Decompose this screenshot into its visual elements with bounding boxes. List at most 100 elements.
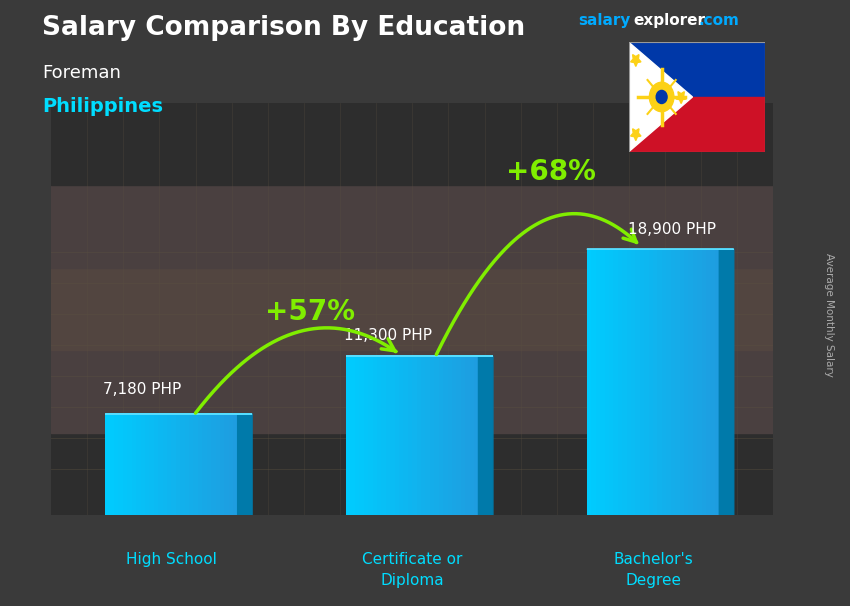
Bar (596, 249, 600, 515)
Bar (688, 249, 693, 515)
Bar (653, 249, 658, 515)
Text: Certificate or
Diploma: Certificate or Diploma (362, 552, 462, 588)
Text: 7,180 PHP: 7,180 PHP (104, 382, 182, 397)
Bar (658, 249, 662, 515)
Bar (666, 249, 671, 515)
Text: 18,900 PHP: 18,900 PHP (628, 222, 717, 238)
Bar (350, 356, 355, 515)
Bar (470, 356, 474, 515)
Bar (110, 414, 114, 515)
Bar (399, 356, 404, 515)
Bar (51, 268, 774, 350)
Bar (649, 249, 654, 515)
Polygon shape (631, 55, 641, 67)
Bar (631, 249, 636, 515)
Bar (346, 356, 351, 515)
Text: explorer: explorer (633, 13, 706, 28)
Bar (390, 356, 395, 515)
Bar (626, 249, 632, 515)
Bar (162, 414, 167, 515)
Bar (372, 356, 377, 515)
Bar (394, 356, 400, 515)
Bar (167, 414, 172, 515)
Text: +68%: +68% (506, 158, 596, 186)
Bar (216, 414, 220, 515)
Bar (198, 414, 202, 515)
Bar (600, 249, 604, 515)
Bar (364, 356, 368, 515)
Bar (640, 249, 644, 515)
Bar (434, 356, 439, 515)
Bar (671, 249, 676, 515)
Bar (189, 414, 194, 515)
Bar (132, 414, 136, 515)
Bar (609, 249, 614, 515)
Bar (592, 249, 596, 515)
Bar (51, 350, 774, 433)
Bar (715, 249, 720, 515)
Bar (461, 356, 466, 515)
Bar (377, 356, 382, 515)
Bar (604, 249, 609, 515)
Bar (123, 414, 127, 515)
Circle shape (649, 82, 674, 112)
Bar (408, 356, 412, 515)
Bar (448, 356, 452, 515)
Bar (194, 414, 198, 515)
Bar (618, 249, 622, 515)
Bar (368, 356, 373, 515)
Bar (51, 433, 774, 515)
Bar (439, 356, 444, 515)
Bar (136, 414, 141, 515)
Bar (220, 414, 224, 515)
Bar (465, 356, 470, 515)
Bar (105, 414, 110, 515)
Bar (184, 414, 190, 515)
Bar (51, 185, 774, 268)
Bar (150, 414, 154, 515)
Bar (128, 414, 132, 515)
Polygon shape (719, 249, 734, 515)
Bar (586, 249, 592, 515)
Polygon shape (631, 128, 641, 141)
Bar (386, 356, 390, 515)
Text: Foreman: Foreman (42, 64, 122, 82)
Bar (629, 42, 765, 97)
Bar (697, 249, 702, 515)
Bar (421, 356, 426, 515)
Text: Bachelor's
Degree: Bachelor's Degree (613, 552, 693, 588)
Polygon shape (238, 414, 252, 515)
Bar (114, 414, 119, 515)
Bar (426, 356, 430, 515)
Bar (412, 356, 416, 515)
Bar (360, 356, 364, 515)
Bar (430, 356, 434, 515)
Bar (684, 249, 688, 515)
Text: Philippines: Philippines (42, 97, 163, 116)
Bar (211, 414, 216, 515)
Bar (382, 356, 386, 515)
Bar (416, 356, 422, 515)
Bar (456, 356, 461, 515)
Bar (675, 249, 680, 515)
Bar (711, 249, 715, 515)
Text: salary: salary (578, 13, 631, 28)
Bar (644, 249, 649, 515)
Bar (443, 356, 448, 515)
Bar (629, 97, 765, 152)
Bar (474, 356, 479, 515)
Bar (176, 414, 180, 515)
Bar (662, 249, 666, 515)
Bar (229, 414, 234, 515)
Bar (614, 249, 618, 515)
Text: +57%: +57% (265, 298, 355, 326)
Polygon shape (479, 356, 493, 515)
Bar (452, 356, 456, 515)
Text: 11,300 PHP: 11,300 PHP (344, 328, 432, 343)
Bar (636, 249, 640, 515)
Bar (622, 249, 626, 515)
Bar (144, 414, 150, 515)
Bar (51, 103, 774, 185)
Bar (693, 249, 698, 515)
Bar (202, 414, 207, 515)
